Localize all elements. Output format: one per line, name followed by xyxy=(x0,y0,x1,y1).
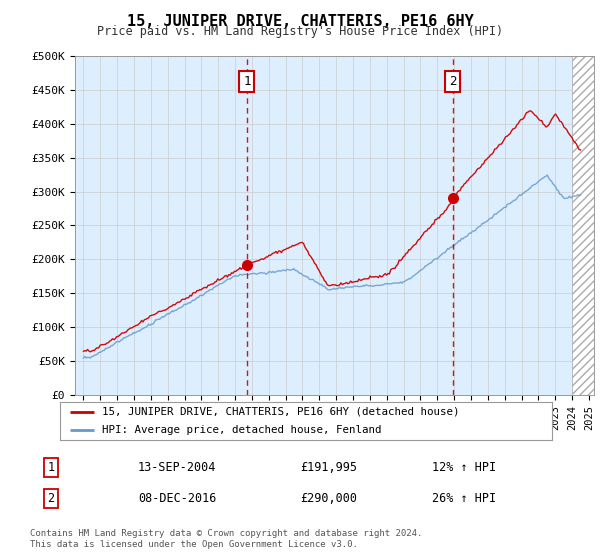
Text: HPI: Average price, detached house, Fenland: HPI: Average price, detached house, Fenl… xyxy=(102,425,382,435)
Text: 13-SEP-2004: 13-SEP-2004 xyxy=(138,461,217,474)
Text: Contains HM Land Registry data © Crown copyright and database right 2024.
This d: Contains HM Land Registry data © Crown c… xyxy=(30,529,422,549)
Text: 1: 1 xyxy=(47,461,55,474)
Text: Price paid vs. HM Land Registry's House Price Index (HPI): Price paid vs. HM Land Registry's House … xyxy=(97,25,503,38)
Text: 08-DEC-2016: 08-DEC-2016 xyxy=(138,492,217,505)
Text: 15, JUNIPER DRIVE, CHATTERIS, PE16 6HY: 15, JUNIPER DRIVE, CHATTERIS, PE16 6HY xyxy=(127,14,473,29)
Text: 26% ↑ HPI: 26% ↑ HPI xyxy=(432,492,496,505)
Text: 12% ↑ HPI: 12% ↑ HPI xyxy=(432,461,496,474)
Text: £191,995: £191,995 xyxy=(300,461,357,474)
Text: 2: 2 xyxy=(47,492,55,505)
Bar xyxy=(572,56,594,395)
Text: 15, JUNIPER DRIVE, CHATTERIS, PE16 6HY (detached house): 15, JUNIPER DRIVE, CHATTERIS, PE16 6HY (… xyxy=(102,407,460,417)
Text: 2: 2 xyxy=(449,75,457,88)
Text: 1: 1 xyxy=(243,75,251,88)
Text: £290,000: £290,000 xyxy=(300,492,357,505)
